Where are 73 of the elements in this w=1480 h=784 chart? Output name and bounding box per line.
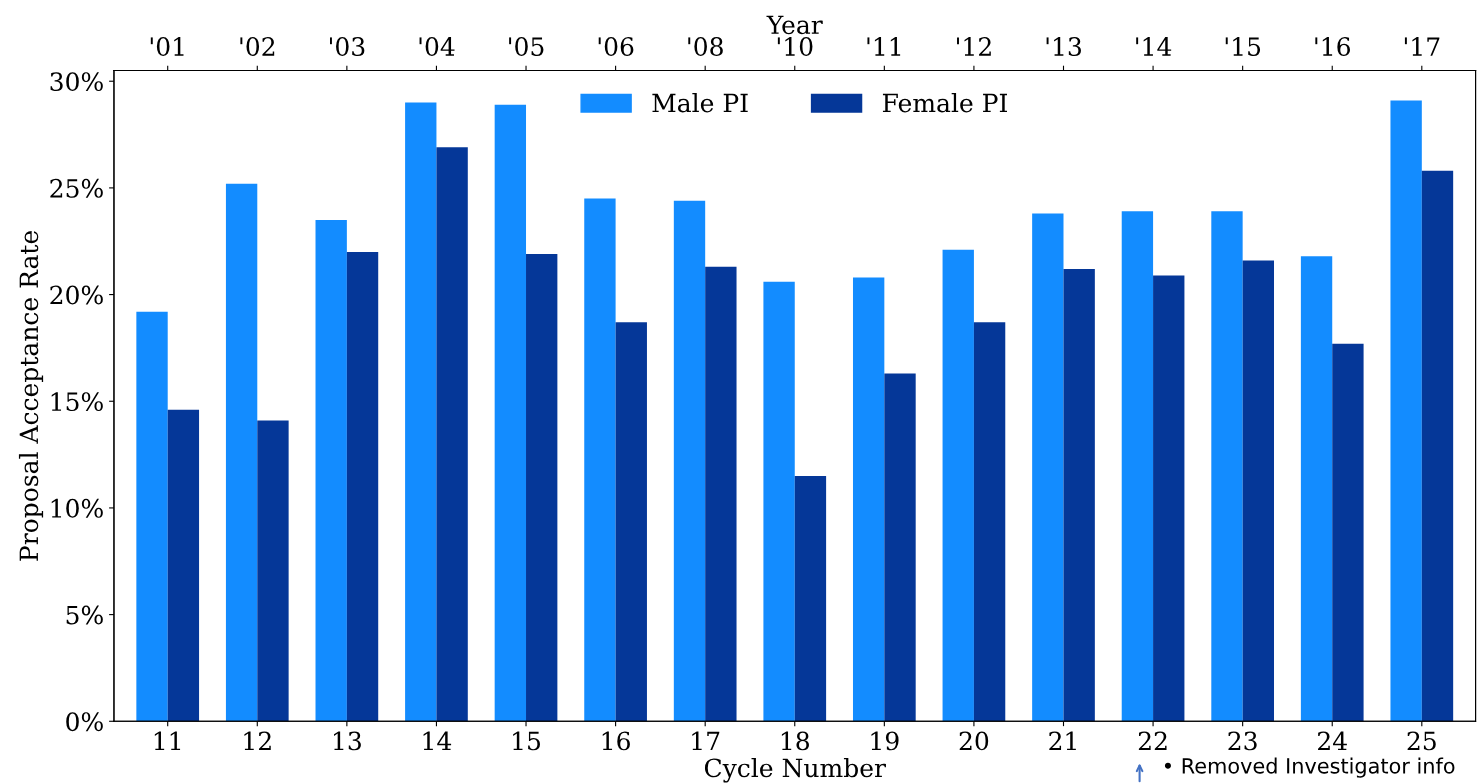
x2-axis-title: Year — [766, 15, 823, 35]
x-tick-label: 16 — [602, 731, 630, 751]
bar — [436, 147, 468, 722]
bar — [257, 420, 289, 722]
bar — [615, 322, 647, 722]
x-tick-label: 18 — [781, 731, 809, 751]
bar — [1063, 268, 1095, 722]
x-tick-label: 15 — [513, 731, 540, 751]
x-tick-label: 25 — [1407, 731, 1436, 751]
bar — [225, 183, 258, 722]
text: • Removed Investigator info — [1164, 757, 1455, 778]
text: '02 — [240, 37, 275, 56]
text: '11 — [867, 37, 901, 56]
text: '04 — [419, 37, 455, 56]
text: '08 — [688, 37, 723, 56]
x-tick-label: 24 — [1318, 731, 1347, 750]
x-axis-title: Cycle Number — [704, 757, 886, 783]
bar — [526, 254, 558, 722]
bar — [942, 249, 974, 722]
text: '12 — [957, 37, 991, 56]
y-tick-label: 20% — [50, 285, 103, 305]
x-tick-label: 11 — [154, 731, 181, 750]
text: '13 — [1046, 37, 1081, 56]
y-tick-label: 0% — [66, 712, 103, 732]
x-tick-label: 21 — [1049, 731, 1076, 750]
bar — [1121, 211, 1154, 722]
text: '01 — [150, 37, 184, 56]
x-tick-label: 17 — [692, 731, 720, 750]
x-tick-label: 14 — [423, 731, 452, 750]
x-tick-label: 22 — [1138, 731, 1167, 750]
bar — [1211, 211, 1243, 722]
x-tick-label: 23 — [1228, 731, 1257, 751]
y-tick-label: 25% — [50, 178, 103, 198]
bar — [673, 200, 706, 722]
text: '17 — [1404, 37, 1440, 56]
bar — [705, 266, 737, 722]
bar — [405, 102, 437, 722]
bar — [346, 251, 379, 722]
bar — [1332, 343, 1364, 722]
bar — [1390, 100, 1422, 722]
bar — [794, 475, 827, 722]
bar — [1153, 275, 1185, 722]
x-tick-label: 20 — [959, 731, 989, 751]
bar — [494, 104, 527, 722]
legend-label: Male PI — [652, 93, 748, 113]
bar — [884, 373, 916, 722]
text: '03 — [329, 37, 365, 56]
bar — [763, 281, 795, 722]
bar — [167, 409, 200, 722]
text: '06 — [598, 37, 634, 56]
text: '10 — [777, 37, 813, 56]
text: '16 — [1315, 37, 1350, 56]
bar — [136, 311, 168, 722]
y-tick-label: 30% — [50, 72, 103, 92]
text: '05 — [509, 37, 544, 56]
y-tick-label: 5% — [66, 605, 103, 625]
bar — [1032, 213, 1064, 722]
bar — [973, 322, 1006, 722]
bar — [584, 198, 616, 722]
legend-label: Female PI — [882, 93, 1007, 113]
x-tick-label: 12 — [244, 731, 271, 750]
bar — [1421, 170, 1454, 722]
text: '14 — [1136, 37, 1172, 56]
y-tick-label: 15% — [51, 392, 103, 412]
x-tick-label: 13 — [334, 731, 361, 751]
bar — [1300, 256, 1333, 722]
y-axis-title: Proposal Acceptance Rate — [18, 231, 44, 561]
x-tick-label: 19 — [871, 731, 899, 751]
y-tick-label: 10% — [51, 498, 103, 518]
text: '15 — [1225, 37, 1261, 56]
bar — [315, 219, 347, 722]
bar — [1242, 260, 1275, 722]
bar — [852, 277, 885, 722]
